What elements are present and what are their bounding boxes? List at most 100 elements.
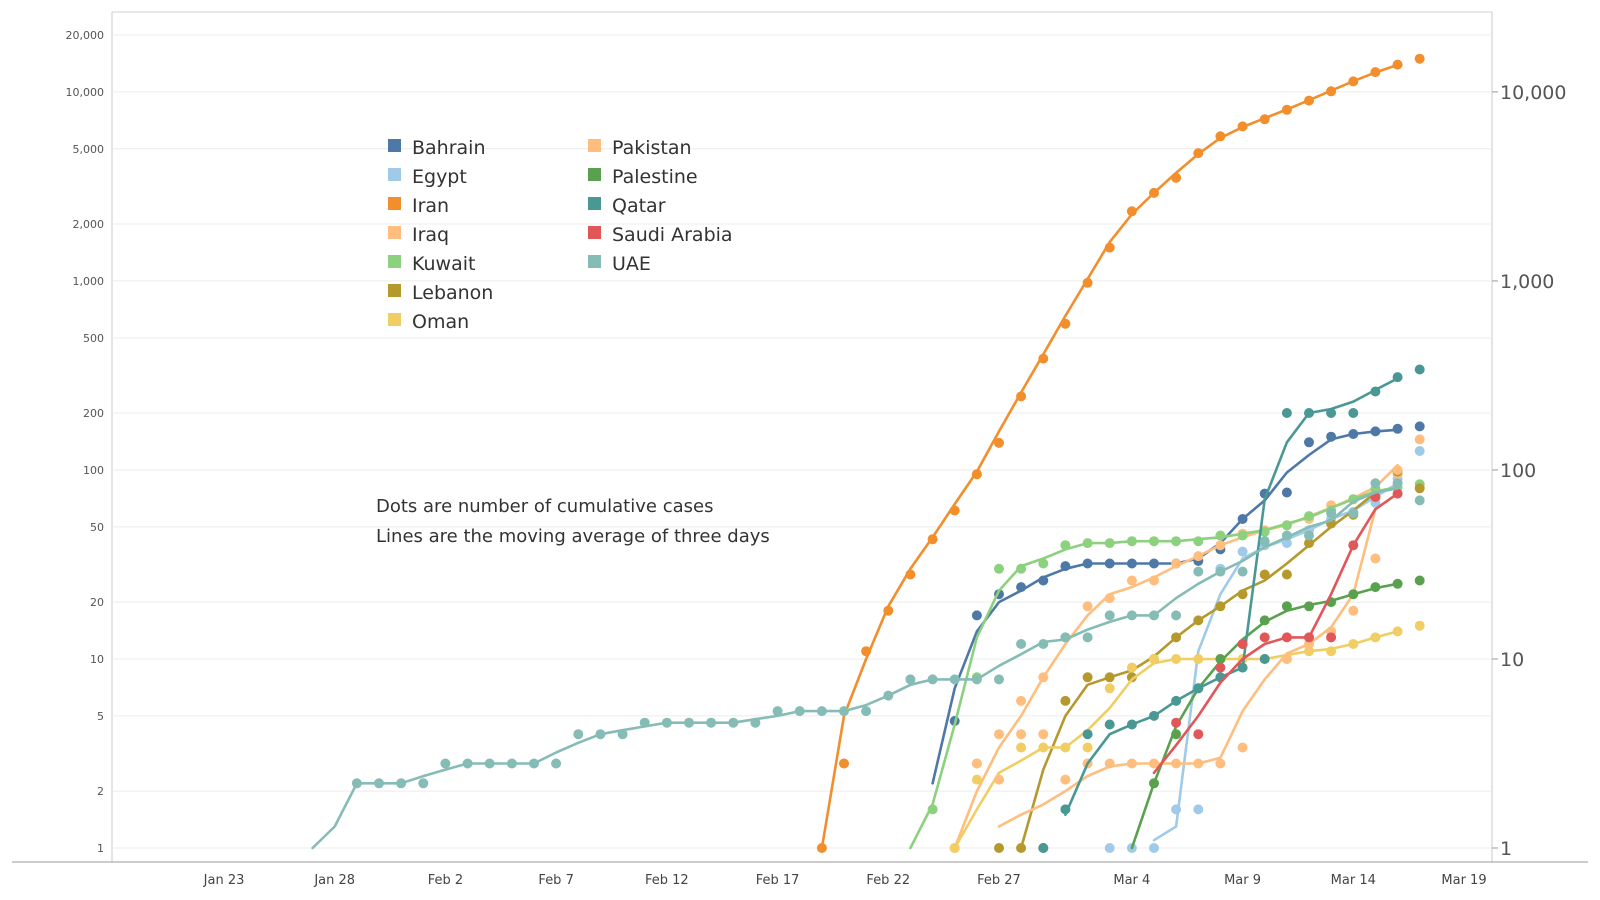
data-point-qatar: [1326, 408, 1337, 418]
data-point-bahrain: [1237, 514, 1248, 524]
data-point-iraq: [1126, 575, 1137, 586]
y-tick-left: 2,000: [73, 218, 105, 231]
data-point-uae: [728, 717, 739, 728]
data-point-uae: [639, 717, 650, 728]
data-point-oman: [1326, 646, 1337, 657]
data-point-bahrain: [1281, 487, 1292, 498]
annotation-lines: Lines are the moving average of three da…: [376, 526, 770, 547]
data-point-qatar: [1370, 386, 1381, 397]
right-y-axis: 1 10 100 1,000 10,000: [1492, 82, 1566, 860]
left-y-axis: 1 2 5 10 20 50 100 200 500 1,000 2,000 5,000 10,000 2…: [66, 29, 105, 855]
data-point-oman: [949, 843, 960, 853]
data-point-qatar: [1348, 408, 1359, 418]
data-point-uae: [1348, 508, 1359, 519]
data-point-saudi-arabia: [1281, 632, 1292, 643]
data-point-qatar: [1304, 408, 1314, 418]
data-point-uae: [1104, 610, 1115, 621]
data-point-bahrain: [1149, 558, 1159, 569]
data-point-pakistan: [1193, 758, 1204, 769]
data-point-iraq: [1215, 540, 1226, 551]
data-point-iran: [1392, 59, 1403, 70]
data-point-kuwait: [1104, 538, 1115, 549]
y-tick-right: 100: [1500, 460, 1536, 482]
data-point-uae: [1082, 632, 1093, 643]
data-point-uae: [794, 706, 805, 717]
y-tick-left: 1,000: [73, 275, 105, 288]
data-point-saudi-arabia: [1237, 639, 1248, 649]
data-point-uae: [418, 778, 429, 789]
data-point-iran: [1104, 242, 1115, 253]
y-tick-right: 1: [1500, 838, 1512, 860]
data-point-iran: [816, 843, 827, 853]
data-point-iraq: [1193, 551, 1204, 562]
data-point-lebanon: [1060, 695, 1071, 706]
data-point-iran: [883, 605, 894, 616]
data-point-iraq: [1149, 575, 1159, 586]
x-tick-label: Feb 2: [428, 873, 463, 888]
y-tick-left: 1: [97, 842, 104, 855]
series-iran: [816, 53, 1425, 853]
x-tick-label: Jan 28: [313, 873, 355, 888]
data-point-pakistan: [1281, 654, 1292, 664]
data-point-kuwait: [1149, 536, 1159, 547]
legend-swatch-kuwait: [388, 255, 401, 268]
data-point-oman: [1082, 742, 1093, 753]
data-point-uae: [1126, 610, 1137, 621]
data-point-egypt: [1171, 804, 1182, 815]
legend-label-oman: Oman: [412, 311, 469, 333]
data-point-pakistan: [1370, 553, 1381, 564]
data-point-qatar: [1281, 408, 1292, 418]
moving-average-line-bahrain: [931, 428, 1399, 785]
data-point-qatar: [1237, 662, 1248, 673]
data-point-iran: [1237, 121, 1248, 132]
data-point-uae: [1215, 566, 1226, 577]
data-point-egypt: [1281, 538, 1292, 549]
data-point-oman: [1171, 654, 1182, 664]
data-point-bahrain: [1370, 426, 1381, 437]
x-axis: Jan 23 Jan 28 Feb 2 Feb 7 Feb 12 Feb 17 Feb 22…: [203, 873, 1487, 888]
x-tick-label: Feb 27: [977, 873, 1021, 888]
data-point-lebanon: [1126, 672, 1137, 683]
data-point-kuwait: [1016, 563, 1027, 574]
data-point-kuwait: [1259, 526, 1270, 537]
y-tick-left: 50: [90, 521, 104, 534]
data-point-kuwait: [1171, 536, 1182, 547]
data-point-oman: [1304, 646, 1314, 657]
data-point-uae: [1370, 478, 1381, 489]
data-point-egypt: [1193, 804, 1204, 815]
y-tick-left: 10,000: [66, 86, 105, 99]
data-point-kuwait: [1193, 536, 1204, 547]
series-saudi-arabia: [1152, 488, 1403, 775]
y-tick-left: 100: [83, 464, 104, 477]
data-point-uae: [374, 778, 384, 789]
data-point-iran: [1038, 353, 1049, 364]
data-point-qatar: [1193, 683, 1204, 694]
data-point-uae: [351, 778, 362, 789]
data-point-pakistan: [1171, 758, 1182, 769]
data-point-egypt: [1414, 446, 1425, 456]
x-tick-label: Feb 7: [538, 873, 573, 888]
gridlines: [112, 34, 1492, 849]
x-tick-label: Jan 23: [203, 873, 245, 888]
data-point-uae: [684, 717, 694, 728]
moving-average-line-egypt: [1152, 482, 1399, 842]
x-tick-label: Mar 9: [1224, 873, 1261, 888]
data-point-palestine: [1149, 778, 1159, 789]
data-point-bahrain: [1060, 561, 1071, 572]
data-point-uae: [927, 674, 938, 685]
data-point-kuwait: [1237, 530, 1248, 541]
y-tick-left: 20: [90, 596, 104, 609]
data-point-uae: [994, 674, 1004, 685]
data-point-oman: [1348, 639, 1359, 649]
y-tick-left: 5: [97, 710, 104, 723]
legend-label-pakistan: Pakistan: [612, 137, 692, 159]
data-point-palestine: [1392, 578, 1403, 589]
legend-swatch-bahrain: [388, 139, 401, 152]
data-point-saudi-arabia: [1193, 729, 1204, 740]
legend-swatch-pakistan: [588, 139, 601, 152]
data-point-pakistan: [1348, 605, 1359, 616]
data-point-qatar: [1392, 372, 1403, 383]
x-tick-label: Mar 19: [1441, 873, 1486, 888]
data-point-uae: [1038, 639, 1049, 649]
data-point-iraq: [1414, 434, 1425, 445]
